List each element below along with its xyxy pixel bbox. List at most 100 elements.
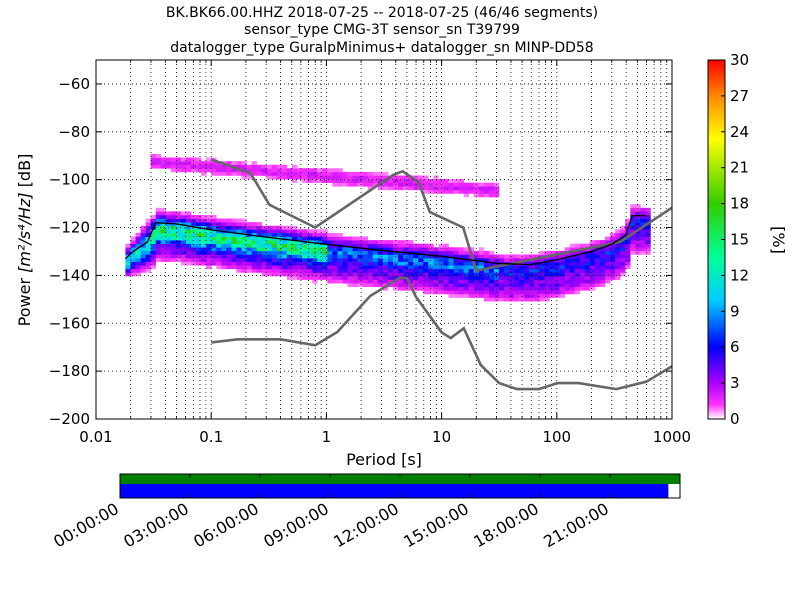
histogram-cell bbox=[539, 286, 545, 291]
histogram-cell bbox=[256, 168, 263, 173]
histogram-cell bbox=[221, 218, 227, 223]
histogram-cell bbox=[130, 258, 136, 262]
histogram-cell bbox=[130, 254, 136, 259]
histogram-cell bbox=[428, 250, 434, 255]
histogram-cell bbox=[584, 254, 591, 259]
histogram-cell bbox=[493, 293, 500, 298]
timeline-tick-label: 15:00:00 bbox=[400, 499, 472, 551]
histogram-cell bbox=[372, 261, 379, 266]
histogram-cell bbox=[610, 268, 616, 273]
histogram-cell bbox=[403, 258, 409, 262]
histogram-cell bbox=[468, 261, 475, 266]
histogram-cell bbox=[549, 261, 555, 266]
histogram-cell bbox=[281, 254, 288, 259]
histogram-cell bbox=[483, 254, 490, 259]
histogram-cell bbox=[635, 250, 641, 255]
histogram-cell bbox=[398, 261, 404, 266]
histogram-cell bbox=[211, 218, 217, 223]
histogram-cell bbox=[246, 168, 252, 173]
histogram-cell bbox=[640, 243, 646, 248]
colorbar-tick-label: 12 bbox=[730, 266, 749, 284]
histogram-cell bbox=[367, 250, 374, 255]
histogram-cell bbox=[302, 175, 308, 180]
histogram-cell bbox=[478, 193, 485, 198]
histogram-cell bbox=[347, 247, 353, 252]
histogram-cell bbox=[357, 243, 363, 248]
histogram-cell bbox=[610, 240, 616, 244]
histogram-cell bbox=[221, 168, 227, 173]
histogram-cell bbox=[271, 258, 278, 262]
histogram-cell bbox=[337, 179, 343, 183]
histogram-cell bbox=[312, 179, 318, 183]
timeline-tick-label: 12:00:00 bbox=[330, 499, 402, 551]
histogram-cell bbox=[160, 164, 167, 169]
histogram-cell bbox=[185, 164, 192, 169]
histogram-cell bbox=[584, 261, 591, 266]
histogram-cell bbox=[372, 254, 379, 259]
histogram-cell bbox=[241, 164, 247, 169]
histogram-cell bbox=[438, 290, 444, 295]
histogram-cell bbox=[423, 272, 429, 277]
histogram-cell bbox=[408, 268, 414, 273]
histogram-cell bbox=[392, 258, 399, 262]
histogram-cell bbox=[584, 243, 591, 248]
histogram-cell bbox=[327, 250, 333, 255]
histogram-cell bbox=[549, 293, 555, 298]
histogram-cell bbox=[564, 258, 570, 262]
histogram-cell bbox=[493, 272, 500, 277]
histogram-cell bbox=[564, 247, 570, 252]
histogram-cell bbox=[392, 175, 399, 180]
histogram-cell bbox=[281, 232, 288, 237]
histogram-cell bbox=[281, 229, 288, 234]
histogram-cell bbox=[438, 189, 444, 194]
histogram-cell bbox=[534, 258, 540, 262]
histogram-cell bbox=[226, 236, 232, 241]
histogram-cell bbox=[483, 293, 490, 298]
histogram-cell bbox=[231, 229, 237, 234]
histogram-cell bbox=[317, 265, 323, 270]
histogram-cell bbox=[352, 261, 358, 266]
histogram-cell bbox=[337, 250, 343, 255]
histogram-cell bbox=[160, 232, 167, 237]
histogram-cell bbox=[377, 279, 384, 284]
histogram-cell bbox=[206, 218, 212, 223]
histogram-cell bbox=[620, 250, 626, 255]
histogram-cell bbox=[307, 171, 313, 176]
histogram-cell bbox=[605, 247, 611, 252]
histogram-cell bbox=[221, 250, 227, 255]
histogram-cell bbox=[251, 268, 257, 273]
histogram-cell bbox=[377, 261, 384, 266]
histogram-cell bbox=[488, 276, 495, 280]
histogram-cell bbox=[418, 261, 424, 266]
histogram-cell bbox=[564, 261, 570, 266]
histogram-cell bbox=[196, 247, 202, 252]
histogram-cell bbox=[236, 254, 242, 259]
histogram-cell bbox=[261, 254, 268, 259]
histogram-cell bbox=[271, 261, 278, 266]
histogram-cell bbox=[564, 283, 570, 288]
timeline-tick-label: 00:00:00 bbox=[50, 499, 122, 551]
histogram-cell bbox=[297, 168, 303, 173]
histogram-cell bbox=[645, 250, 651, 255]
histogram-cell bbox=[377, 243, 384, 248]
histogram-cell bbox=[413, 283, 419, 288]
histogram-cell bbox=[170, 218, 177, 223]
noise-model-nhnm bbox=[210, 158, 673, 273]
histogram-cell bbox=[453, 258, 459, 262]
histogram-cell bbox=[458, 189, 464, 194]
histogram-cell bbox=[594, 265, 601, 270]
histogram-cell bbox=[175, 157, 182, 162]
histogram-cell bbox=[509, 297, 515, 302]
histogram-cell bbox=[403, 247, 409, 252]
histogram-cell bbox=[175, 247, 182, 252]
histogram-cell bbox=[594, 276, 601, 280]
plot-frame bbox=[95, 59, 673, 420]
histogram-cell bbox=[281, 272, 288, 277]
histogram-cell bbox=[266, 261, 273, 266]
histogram-cell bbox=[453, 293, 459, 298]
histogram-cell bbox=[413, 276, 419, 280]
histogram-cell bbox=[145, 229, 151, 234]
histogram-cell bbox=[448, 268, 454, 273]
histogram-cell bbox=[211, 247, 217, 252]
histogram-cell bbox=[423, 286, 429, 291]
